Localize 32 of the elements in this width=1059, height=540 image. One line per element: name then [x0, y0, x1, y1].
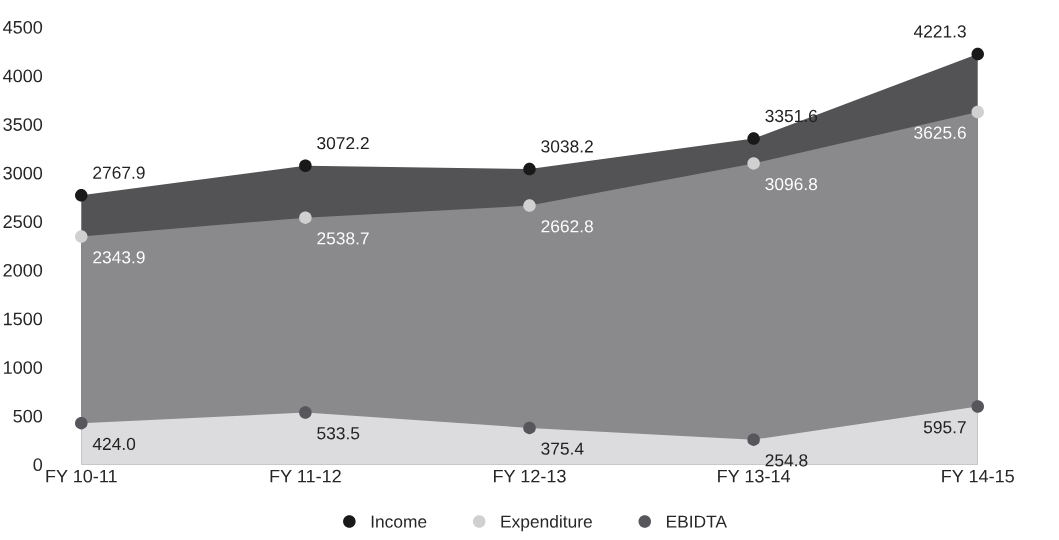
data-label: 3625.6	[914, 126, 966, 139]
legend-label: EBIDTA	[667, 515, 727, 528]
y-tick-label: 0	[33, 458, 43, 472]
data-label: 3096.8	[765, 177, 818, 191]
y-tick-label: 4000	[3, 69, 43, 83]
x-tick-label: FY 12-13	[494, 469, 566, 483]
legend-label: Income	[371, 515, 427, 528]
data-label: 4221.3	[913, 25, 966, 38]
data-label: 533.5	[317, 427, 360, 440]
y-tick-label: 4500	[3, 20, 43, 34]
legend-label: Expenditure	[501, 515, 592, 532]
data-label: 2662.8	[541, 220, 593, 233]
y-tick-label: 2500	[3, 215, 43, 229]
x-tick-label: FY 10-11	[46, 469, 117, 483]
data-label: 2343.9	[93, 251, 145, 264]
x-tick-label: FY 14-15	[942, 469, 1014, 483]
y-tick-label: 2000	[3, 263, 43, 277]
y-tick-label: 1500	[4, 312, 43, 326]
data-label: 595.7	[923, 421, 966, 434]
y-tick-label: 3000	[3, 166, 43, 180]
data-label: 375.4	[541, 442, 584, 455]
data-label: 2767.9	[93, 166, 145, 179]
y-tick-label: 3500	[3, 118, 43, 131]
data-label: 2538.7	[317, 232, 369, 245]
data-label: 3038.2	[541, 140, 593, 153]
y-tick-label: 1000	[4, 361, 43, 374]
data-label: 424.0	[92, 437, 136, 451]
y-tick-label: 500	[13, 409, 43, 423]
x-tick-label: FY 13-14	[718, 469, 791, 483]
data-label: 254.8	[765, 454, 808, 467]
data-label: 3072.2	[317, 136, 369, 150]
x-tick-label: FY 11-12	[270, 469, 341, 483]
